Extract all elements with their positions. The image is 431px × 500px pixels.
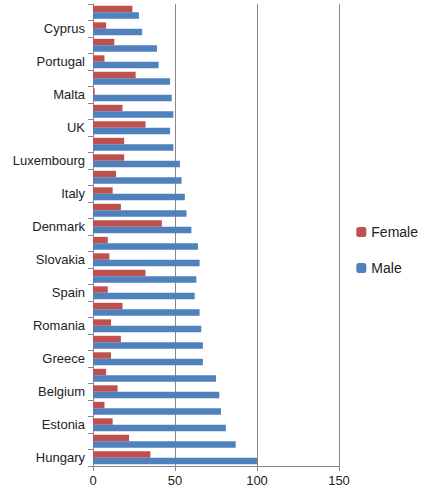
svg-text:150: 150 xyxy=(328,473,350,488)
svg-text:Hungary: Hungary xyxy=(36,450,86,465)
svg-text:Estonia: Estonia xyxy=(42,417,86,432)
svg-text:Cyprus: Cyprus xyxy=(44,21,86,36)
svg-text:Luxembourg: Luxembourg xyxy=(13,153,85,168)
svg-text:Romania: Romania xyxy=(33,318,86,333)
svg-text:Belgium: Belgium xyxy=(38,384,85,399)
svg-text:Female: Female xyxy=(371,224,418,240)
svg-text:Portugal: Portugal xyxy=(37,54,86,69)
svg-text:Male: Male xyxy=(371,260,402,276)
svg-text:100: 100 xyxy=(246,473,268,488)
svg-text:0: 0 xyxy=(89,473,96,488)
svg-text:Greece: Greece xyxy=(42,351,85,366)
svg-text:50: 50 xyxy=(168,473,182,488)
svg-text:Slovakia: Slovakia xyxy=(36,252,86,267)
svg-text:Spain: Spain xyxy=(52,285,85,300)
svg-text:Italy: Italy xyxy=(61,186,85,201)
svg-text:UK: UK xyxy=(67,120,85,135)
svg-text:Denmark: Denmark xyxy=(32,219,85,234)
svg-text:Malta: Malta xyxy=(53,87,86,102)
